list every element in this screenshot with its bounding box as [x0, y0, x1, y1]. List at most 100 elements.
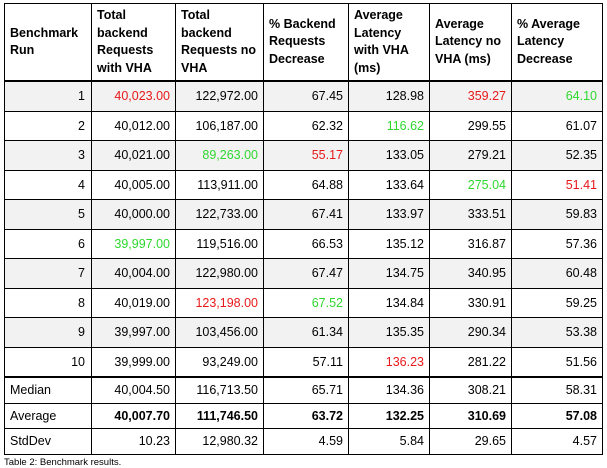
summary-cell: 308.21 [429, 376, 512, 404]
table-cell: 40,021.00 [91, 140, 176, 171]
table-cell: 67.41 [263, 199, 349, 230]
summary-label-cell: Average [4, 402, 92, 429]
median-row: Median 40,004.50 116,713.50 65.71 134.36 308.… [4, 376, 603, 404]
table-cell: 330.91 [429, 287, 512, 318]
summary-label-cell: Median [4, 376, 92, 404]
table-cell: 40,023.00 [91, 80, 176, 112]
run-number-cell: 1 [4, 80, 92, 112]
summary-cell: 132.25 [348, 402, 430, 429]
average-row: Average 40,007.70 111,746.50 63.72 132.25 310… [4, 402, 603, 429]
table-cell: 40,000.00 [91, 199, 176, 230]
header-latency-no-vha: Average Latency no VHA (ms) [429, 3, 512, 82]
table-cell: 299.55 [429, 110, 512, 141]
run-number-cell: 5 [4, 199, 92, 230]
table-cell: 59.25 [511, 287, 603, 318]
table-cell: 122,733.00 [175, 199, 264, 230]
table-cell: 40,004.00 [91, 258, 176, 289]
table-cell: 122,972.00 [175, 80, 264, 112]
table-cell: 275.04 [429, 169, 512, 200]
table-cell: 316.87 [429, 228, 512, 259]
table-cell: 281.22 [429, 346, 512, 378]
table-row: 9 39,997.00 103,456.00 61.34 135.35 290.34 53.… [4, 317, 603, 348]
table-cell: 40,012.00 [91, 110, 176, 141]
table-cell: 134.84 [348, 287, 430, 318]
summary-cell: 111,746.50 [175, 402, 264, 429]
stddev-row: StdDev 10.23 12,980.32 4.59 5.84 29.65 4.57 [4, 428, 603, 455]
table-cell: 39,999.00 [91, 346, 176, 378]
table-cell: 57.11 [263, 346, 349, 378]
table-cell: 61.34 [263, 317, 349, 348]
benchmark-table-container: Benchmark Run Total backend Requests wit… [4, 3, 603, 468]
table-cell: 89,263.00 [175, 140, 264, 171]
table-cell: 135.35 [348, 317, 430, 348]
table-cell: 64.10 [511, 80, 603, 112]
summary-cell: 4.57 [511, 428, 603, 455]
summary-cell: 116,713.50 [175, 376, 264, 404]
table-cell: 133.97 [348, 199, 430, 230]
table-cell: 123,198.00 [175, 287, 264, 318]
table-row: 10 39,999.00 93,249.00 57.11 136.23 281.22 51.… [4, 346, 603, 378]
table-cell: 279.21 [429, 140, 512, 171]
summary-cell: 58.31 [511, 376, 603, 404]
run-number-cell: 2 [4, 110, 92, 141]
table-cell: 133.05 [348, 140, 430, 171]
run-number-cell: 9 [4, 317, 92, 348]
table-row: 5 40,000.00 122,733.00 67.41 133.97 333.51 59.… [4, 199, 603, 230]
summary-cell: 40,004.50 [91, 376, 176, 404]
table-cell: 60.48 [511, 258, 603, 289]
table-cell: 122,980.00 [175, 258, 264, 289]
benchmark-rows: 1 40,023.00 122,972.00 67.45 128.98 359.27 64.… [4, 80, 603, 378]
summary-cell: 57.08 [511, 402, 603, 429]
table-cell: 135.12 [348, 228, 430, 259]
table-row: 6 39,997.00 119,516.00 66.53 135.12 316.87 57.… [4, 228, 603, 259]
table-cell: 53.38 [511, 317, 603, 348]
summary-cell: 5.84 [348, 428, 430, 455]
run-number-cell: 3 [4, 140, 92, 171]
table-cell: 67.47 [263, 258, 349, 289]
summary-cell: 12,980.32 [175, 428, 264, 455]
table-cell: 55.17 [263, 140, 349, 171]
table-cell: 333.51 [429, 199, 512, 230]
summary-cell: 65.71 [263, 376, 349, 404]
header-total-requests-no-vha: Total backend Requests no VHA [175, 3, 264, 82]
table-cell: 133.64 [348, 169, 430, 200]
summary-cell: 40,007.70 [91, 402, 176, 429]
table-cell: 40,005.00 [91, 169, 176, 200]
table-cell: 51.41 [511, 169, 603, 200]
table-cell: 290.34 [429, 317, 512, 348]
table-row: 8 40,019.00 123,198.00 67.52 134.84 330.91 59.… [4, 287, 603, 318]
table-cell: 52.35 [511, 140, 603, 171]
table-caption: Table 2: Benchmark results. [4, 456, 122, 468]
header-latency-with-vha: Average Latency with VHA (ms) [348, 3, 430, 82]
table-cell: 57.36 [511, 228, 603, 259]
summary-cell: 63.72 [263, 402, 349, 429]
summary-cell: 134.36 [348, 376, 430, 404]
summary-rows: Median 40,004.50 116,713.50 65.71 134.36 308.… [4, 376, 603, 455]
table-row: 4 40,005.00 113,911.00 64.88 133.64 275.04 51.… [4, 169, 603, 200]
summary-label-cell: StdDev [4, 428, 92, 455]
run-number-cell: 10 [4, 346, 92, 378]
table-cell: 113,911.00 [175, 169, 264, 200]
summary-cell: 10.23 [91, 428, 176, 455]
table-cell: 51.56 [511, 346, 603, 378]
table-row: 1 40,023.00 122,972.00 67.45 128.98 359.27 64.… [4, 80, 603, 112]
table-cell: 103,456.00 [175, 317, 264, 348]
table-cell: 359.27 [429, 80, 512, 112]
table-row: 7 40,004.00 122,980.00 67.47 134.75 340.95 60.… [4, 258, 603, 289]
header-row: Benchmark Run Total backend Requests wit… [4, 3, 603, 82]
table-cell: 39,997.00 [91, 317, 176, 348]
summary-cell: 29.65 [429, 428, 512, 455]
table-cell: 64.88 [263, 169, 349, 200]
run-number-cell: 6 [4, 228, 92, 259]
table-cell: 119,516.00 [175, 228, 264, 259]
table-cell: 62.32 [263, 110, 349, 141]
table-cell: 59.83 [511, 199, 603, 230]
table-cell: 134.75 [348, 258, 430, 289]
table-cell: 40,019.00 [91, 287, 176, 318]
run-number-cell: 8 [4, 287, 92, 318]
table-cell: 116.62 [348, 110, 430, 141]
header-benchmark-run: Benchmark Run [4, 3, 92, 82]
benchmark-results-table: Benchmark Run Total backend Requests wit… [4, 3, 603, 455]
header-total-requests-with-vha: Total backend Requests with VHA [91, 3, 176, 82]
header-backend-requests-decrease: % Backend Requests Decrease [263, 3, 349, 82]
